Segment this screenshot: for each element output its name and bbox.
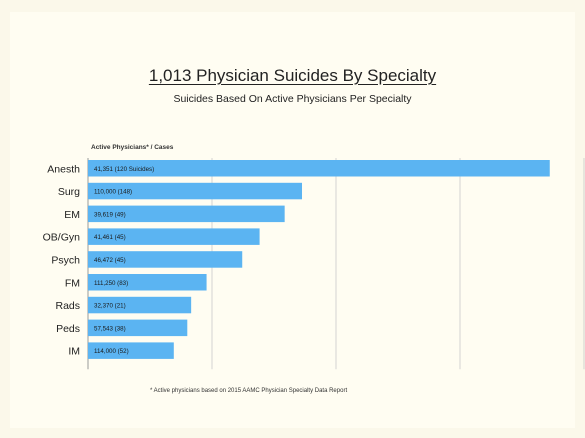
category-label: EM xyxy=(64,209,80,221)
bar-data-label: 114,000 (52) xyxy=(94,348,129,355)
bar xyxy=(88,160,550,177)
bar xyxy=(88,296,192,314)
bar-data-label: 41,351 (120 Suicides) xyxy=(94,166,154,173)
bar xyxy=(88,274,207,291)
category-label: Rads xyxy=(55,300,80,312)
bar-data-label: 111,250 (83) xyxy=(94,280,128,287)
bar xyxy=(88,342,174,359)
chart-subtitle: Suicides Based On Active Physicians Per … xyxy=(173,93,412,105)
bar-data-label: 32,370 (21) xyxy=(94,303,126,310)
bar xyxy=(88,228,260,245)
footnote: * Active physicians based on 2015 AAMC P… xyxy=(150,388,348,394)
category-label: Surg xyxy=(58,186,80,198)
category-label: FM xyxy=(65,277,80,289)
bar-data-label: 57,543 (38) xyxy=(94,325,126,332)
category-label: IM xyxy=(68,346,80,358)
category-label: Peds xyxy=(56,323,80,335)
category-label: OB/Gyn xyxy=(43,232,81,244)
bar xyxy=(88,182,303,200)
bar-data-label: 41,461 (45) xyxy=(94,234,126,241)
bar xyxy=(88,319,188,337)
bar-data-label: 39,619 (49) xyxy=(94,211,126,218)
column-header: Active Physicians* / Cases xyxy=(91,144,174,151)
bar xyxy=(88,205,285,223)
bar-data-label: 110,000 (148) xyxy=(94,189,132,196)
bar xyxy=(88,251,243,268)
bar-data-label: 46,472 (45) xyxy=(94,257,126,264)
chart-title: 1,013 Physician Suicides By Specialty xyxy=(148,66,437,85)
category-label: Anesth xyxy=(47,163,80,175)
category-label: Psych xyxy=(51,254,80,266)
